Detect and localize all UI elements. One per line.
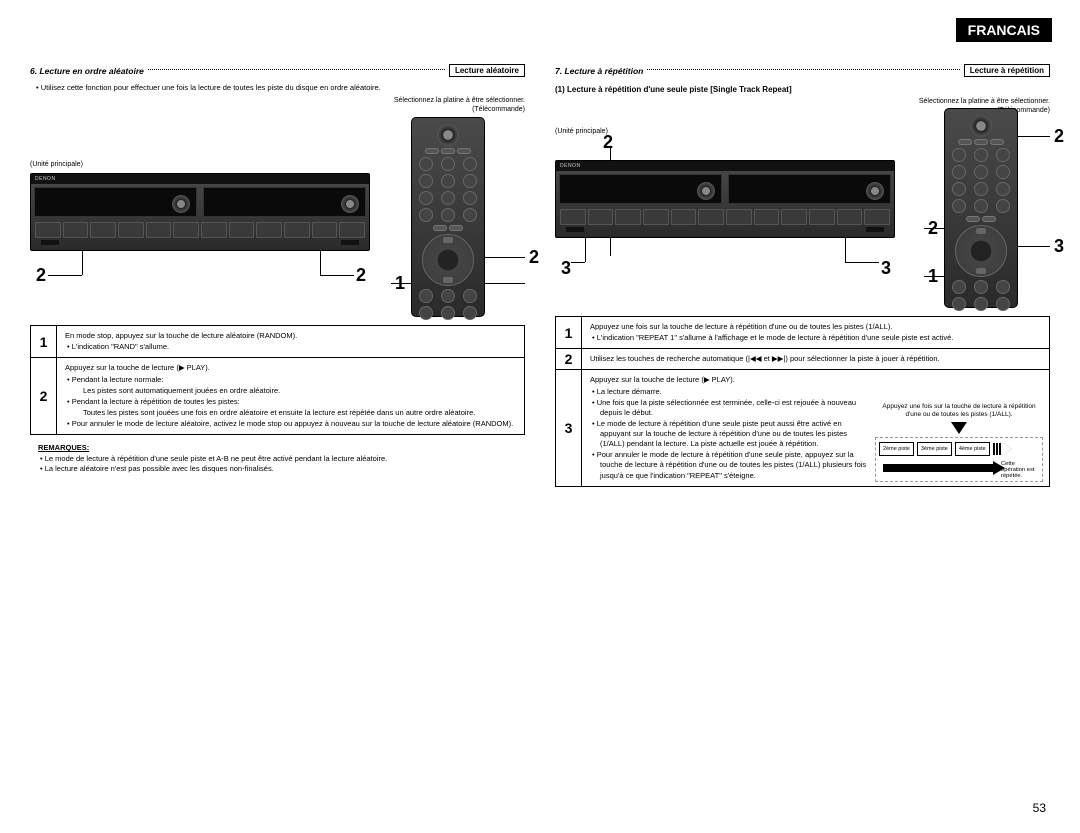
step-subline: Toutes les pistes sont jouées une fois e… <box>83 408 516 418</box>
select-deck-caption: Sélectionnez la platine à être sélection… <box>555 98 1050 105</box>
step-row: 2 Utilisez les touches de recherche auto… <box>556 348 1049 369</box>
step-number: 1 <box>31 326 57 357</box>
callout-3: 3 <box>881 258 891 279</box>
track-box: 2ème piste <box>879 442 914 456</box>
remark-item: La lecture aléatoire n'est pas possible … <box>48 464 525 474</box>
right-column: 7. Lecture à répétition Lecture à répéti… <box>555 40 1050 487</box>
cd-deck-icon: DENON <box>555 160 895 238</box>
arrow-down-icon <box>951 422 967 434</box>
telecommande-caption: (Télécommande) <box>30 106 525 113</box>
step-text: Appuyez sur la touche de lecture (▶ PLAY… <box>590 375 871 385</box>
step-row: 1 En mode stop, appuyez sur la touche de… <box>31 326 524 357</box>
step-bullet: Pendant la lecture à répétition de toute… <box>75 397 516 407</box>
track-box: 4ème piste <box>955 442 990 456</box>
step-bullet: L'indication "RAND" s'allume. <box>75 342 516 352</box>
leader-dots <box>148 69 445 70</box>
section-header-6: 6. Lecture en ordre aléatoire Lecture al… <box>30 64 525 77</box>
step-number: 3 <box>556 370 582 485</box>
step-bullet: Le mode de lecture à répétition d'une se… <box>600 419 871 449</box>
step-text: Appuyez sur la touche de lecture (▶ PLAY… <box>65 363 516 373</box>
step-row: 2 Appuyez sur la touche de lecture (▶ PL… <box>31 357 524 434</box>
step-bullet: L'indication "REPEAT 1" s'allume à l'aff… <box>600 333 1041 343</box>
flow-footer: Cette opération est répétée. <box>1001 461 1037 480</box>
steps-table-left: 1 En mode stop, appuyez sur la touche de… <box>30 325 525 435</box>
step-bullet: Pour annuler le mode de lecture à répéti… <box>600 450 871 480</box>
step-bullet: La lecture démarre. <box>600 387 871 397</box>
callout-2: 2 <box>529 247 539 268</box>
remark-item: Le mode de lecture à répétition d'une se… <box>48 454 525 464</box>
section-title: 7. Lecture à répétition <box>555 66 643 76</box>
leader-dots <box>647 69 959 70</box>
section-header-7: 7. Lecture à répétition Lecture à répéti… <box>555 64 1050 77</box>
subsection-title: (1) Lecture à répétition d'une seule pis… <box>555 85 1050 94</box>
left-column: 6. Lecture en ordre aléatoire Lecture al… <box>30 40 525 487</box>
unite-caption: (Unité principale) <box>30 161 83 168</box>
remarks-title: REMARQUES: <box>38 443 525 452</box>
section-title: 6. Lecture en ordre aléatoire <box>30 66 144 76</box>
remote-icon <box>411 117 485 317</box>
step-text: Utilisez les touches de recherche automa… <box>590 354 1041 364</box>
remarks-block: REMARQUES: Le mode de lecture à répétiti… <box>30 443 525 474</box>
cd-deck-icon: DENON <box>30 173 370 251</box>
section-label: Lecture aléatoire <box>449 64 525 77</box>
steps-table-right: 1 Appuyez une fois sur la touche de lect… <box>555 316 1050 487</box>
step-bullet: Pendant la lecture normale: <box>75 375 516 385</box>
flow-note: Appuyez une fois sur la touche de lectur… <box>875 403 1043 419</box>
callout-2: 2 <box>356 265 366 286</box>
section-label: Lecture à répétition <box>964 64 1050 77</box>
step-number: 2 <box>556 349 582 369</box>
step-subline: Les pistes sont automatiquement jouées e… <box>83 386 516 396</box>
page-number: 53 <box>1033 801 1046 815</box>
device-illustration-left: (Unité principale) DENON 2 2 <box>30 117 525 317</box>
repeat-flow-diagram: Appuyez une fois sur la touche de lectur… <box>875 403 1043 482</box>
device-illustration-right: (Unité principale) DENON 3 2 3 <box>555 118 1050 308</box>
track-box: 3ème piste <box>917 442 952 456</box>
page-content: 6. Lecture en ordre aléatoire Lecture al… <box>0 0 1080 507</box>
step-bullet: Une fois que la piste sélectionnée est t… <box>600 398 871 418</box>
step-text: Appuyez une fois sur la touche de lectur… <box>590 322 1041 332</box>
step-number: 1 <box>556 317 582 348</box>
language-badge: FRANCAIS <box>956 18 1052 42</box>
step-bullet: Pour annuler le mode de lecture aléatoir… <box>75 419 516 429</box>
unite-caption: (Unité principale) <box>555 128 608 135</box>
step-row: 1 Appuyez une fois sur la touche de lect… <box>556 317 1049 348</box>
remote-icon <box>944 108 1018 308</box>
callout-3: 3 <box>561 258 571 279</box>
step-number: 2 <box>31 358 57 434</box>
arrow-shaft <box>883 464 993 472</box>
step-text: En mode stop, appuyez sur la touche de l… <box>65 331 516 341</box>
callout-2: 2 <box>603 132 613 153</box>
callout-2: 2 <box>36 265 46 286</box>
select-deck-caption: Sélectionnez la platine à être sélection… <box>30 97 525 104</box>
callout-3: 3 <box>1054 236 1064 257</box>
callout-2: 2 <box>1054 126 1064 147</box>
intro-text: Utilisez cette fonction pour effectuer u… <box>44 83 525 93</box>
